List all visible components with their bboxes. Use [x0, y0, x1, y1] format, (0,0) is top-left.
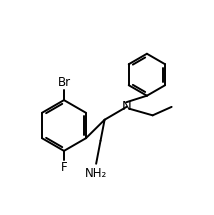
Text: F: F	[61, 161, 67, 174]
Text: NH₂: NH₂	[85, 167, 107, 180]
Text: Br: Br	[57, 76, 71, 89]
Text: N: N	[122, 100, 131, 113]
